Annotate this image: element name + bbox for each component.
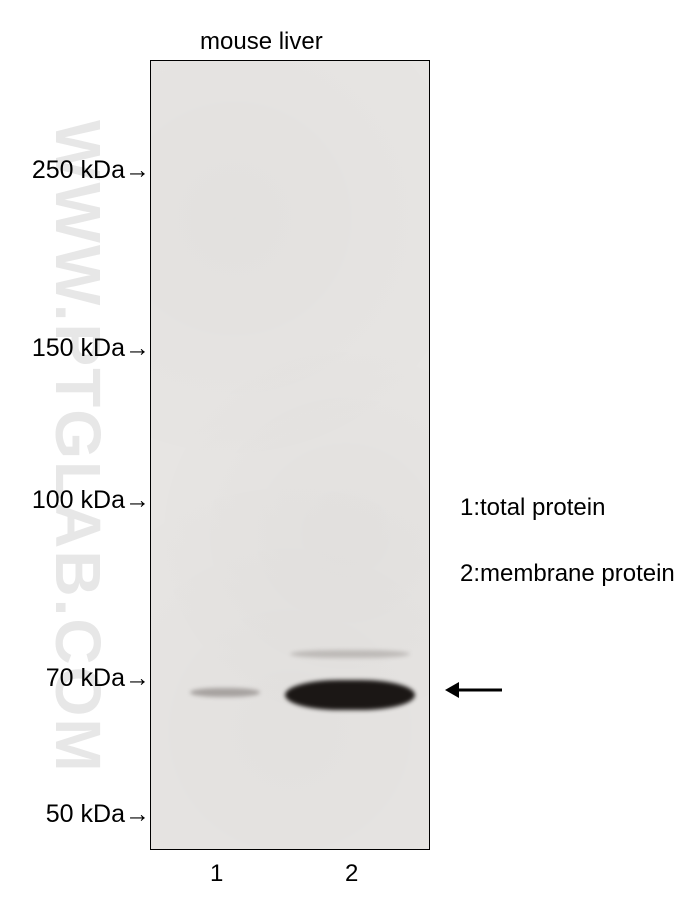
marker-label: 250 kDa→	[32, 156, 150, 185]
marker-label: 70 kDa→	[46, 664, 150, 693]
western-blot-band	[190, 688, 260, 697]
lane-number: 2	[345, 860, 358, 888]
legend-line: 2:membrane protein	[460, 560, 675, 588]
band-arrow-icon	[445, 678, 504, 702]
marker-label: 50 kDa→	[46, 800, 150, 829]
blot-membrane	[150, 60, 430, 850]
western-blot-band	[290, 650, 410, 658]
figure-root: WWW.PTGLAB.COM mouse liver 250 kDa→150 k…	[0, 0, 700, 903]
lane-number: 1	[210, 860, 223, 888]
sample-label: mouse liver	[200, 28, 323, 56]
western-blot-band	[285, 680, 415, 710]
marker-label: 100 kDa→	[32, 486, 150, 515]
marker-label: 150 kDa→	[32, 334, 150, 363]
legend-line: 1:total protein	[460, 494, 605, 522]
